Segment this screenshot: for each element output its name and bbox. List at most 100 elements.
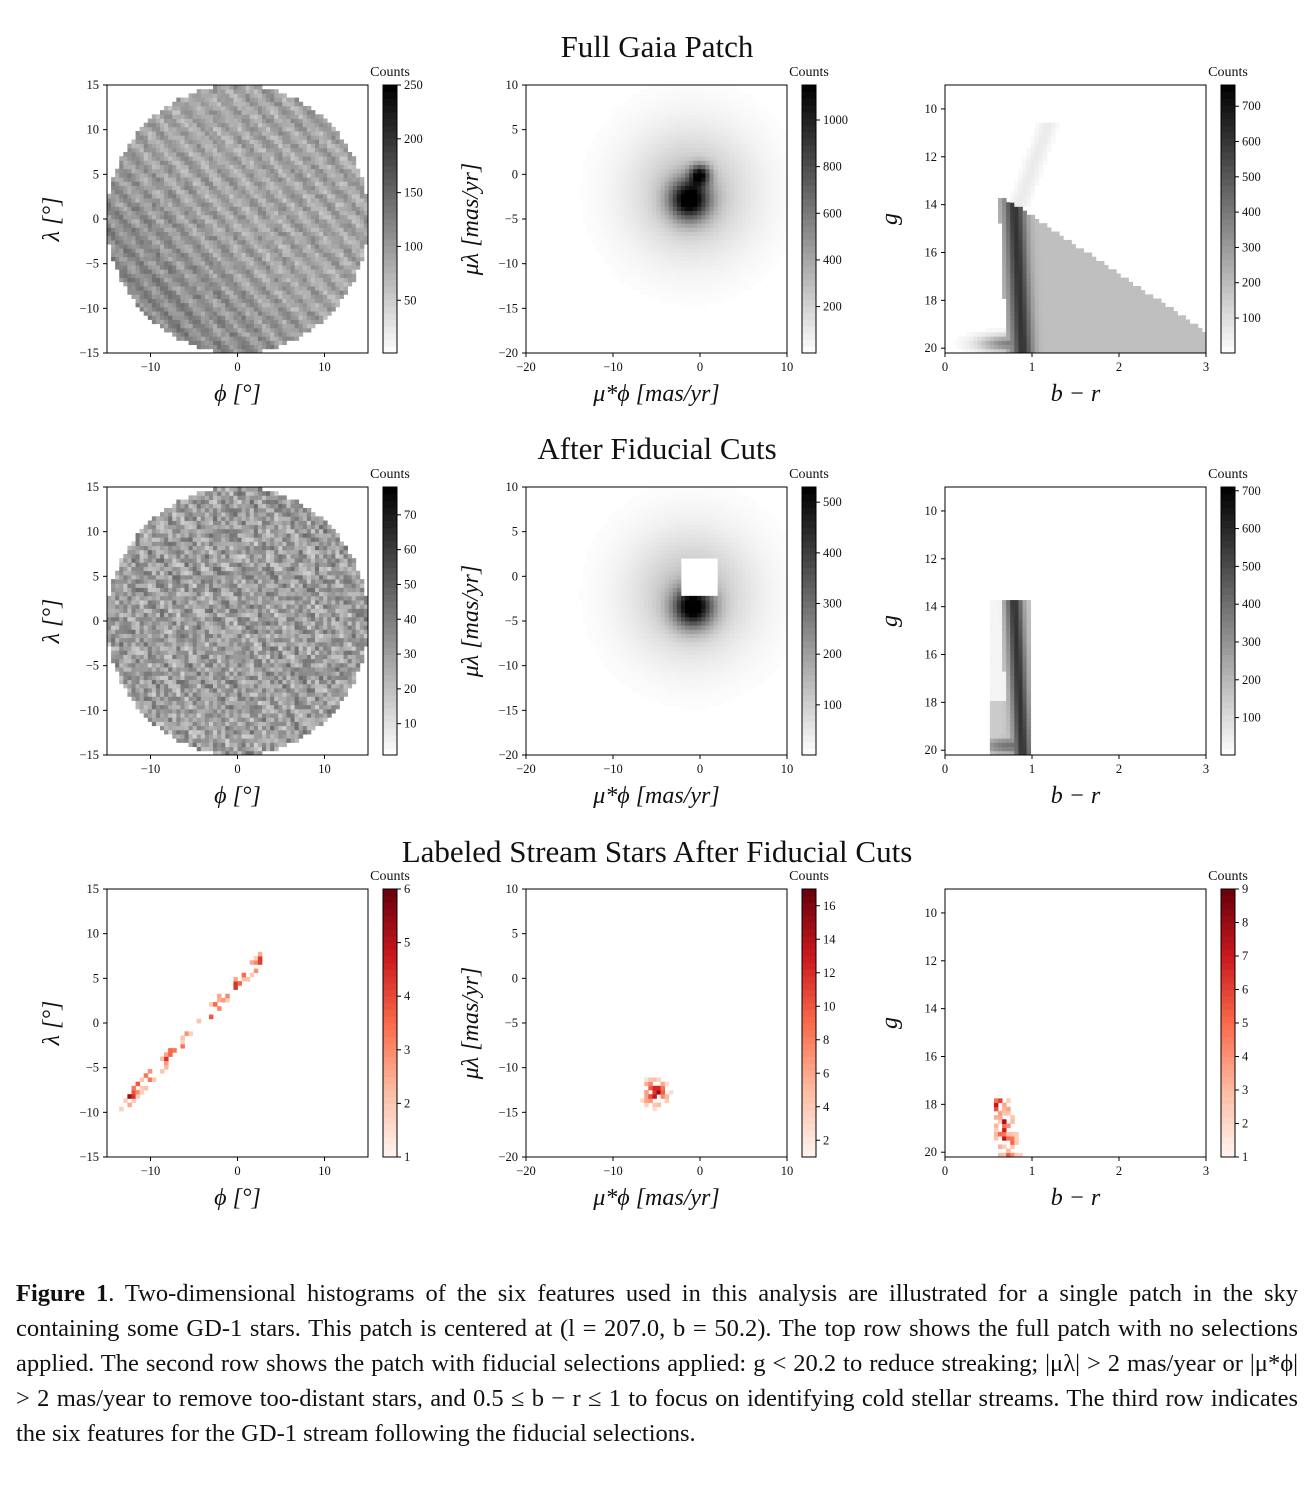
- histogram-cell: [208, 294, 214, 299]
- histogram-cell: [221, 126, 226, 132]
- histogram-cell: [680, 168, 686, 174]
- histogram-cell: [188, 244, 194, 249]
- histogram-cell: [213, 260, 218, 266]
- histogram-cell: [270, 152, 275, 157]
- histogram-cell: [176, 223, 181, 228]
- histogram-cell: [343, 202, 349, 207]
- histogram-cell: [672, 181, 678, 186]
- histogram-cell: [225, 131, 230, 136]
- histogram-cell: [595, 198, 600, 203]
- histogram-cell: [725, 277, 731, 283]
- histogram-cell: [286, 323, 291, 329]
- histogram-cell: [286, 227, 291, 232]
- histogram-cell: [314, 193, 320, 199]
- histogram-cell: [217, 101, 222, 107]
- histogram-cell: [355, 185, 361, 191]
- histogram-cell: [306, 315, 312, 320]
- histogram-cell: [184, 336, 189, 341]
- histogram-cell: [229, 147, 234, 153]
- histogram-cell: [172, 193, 177, 199]
- histogram-cell: [619, 185, 625, 191]
- histogram-cell: [294, 327, 300, 333]
- histogram-cell: [619, 172, 625, 178]
- histogram-cell: [266, 193, 271, 199]
- histogram-cell: [310, 244, 316, 249]
- histogram-cell: [644, 227, 649, 232]
- histogram-cell: [225, 336, 230, 341]
- histogram-cell: [257, 344, 263, 350]
- histogram-cell: [705, 265, 710, 270]
- colorbar-segment: [383, 265, 397, 274]
- histogram-cell: [192, 122, 198, 128]
- histogram-cell: [241, 139, 247, 145]
- histogram-cell: [196, 198, 202, 203]
- histogram-cell: [180, 298, 185, 304]
- histogram-cell: [290, 126, 295, 132]
- histogram-cell: [583, 206, 588, 212]
- histogram-cell: [147, 252, 153, 258]
- histogram-cell: [302, 147, 308, 153]
- histogram-cell: [249, 290, 255, 295]
- histogram-cell: [221, 97, 226, 103]
- histogram-cell: [257, 139, 263, 145]
- histogram-cell: [204, 227, 210, 232]
- histogram-cell: [160, 319, 165, 325]
- histogram-cell: [319, 193, 324, 199]
- histogram-cell: [587, 181, 592, 186]
- histogram-cell: [306, 110, 312, 115]
- histogram-cell: [208, 131, 214, 136]
- histogram-cell: [668, 231, 674, 237]
- histogram-cell: [343, 239, 349, 245]
- histogram-cell: [225, 332, 230, 337]
- histogram-cell: [640, 265, 645, 270]
- histogram-cell: [705, 235, 710, 241]
- histogram-cell: [310, 235, 316, 241]
- histogram-cell: [664, 227, 670, 232]
- histogram-cell: [697, 223, 702, 228]
- histogram-cell: [319, 286, 324, 291]
- histogram-cell: [200, 336, 206, 341]
- histogram-cell: [131, 252, 136, 258]
- histogram-cell: [266, 147, 271, 153]
- histogram-cell: [603, 239, 608, 245]
- histogram-cell: [245, 231, 251, 237]
- histogram-cell: [298, 227, 304, 232]
- histogram-cell: [656, 269, 661, 274]
- histogram-cell: [261, 147, 267, 153]
- histogram-cell: [237, 185, 242, 191]
- histogram-cell: [672, 101, 678, 107]
- histogram-cell: [685, 231, 690, 237]
- histogram-cell: [225, 311, 230, 316]
- histogram-cell: [290, 231, 295, 237]
- histogram-cell: [599, 235, 604, 241]
- colorbar-segment: [383, 279, 397, 287]
- histogram-cell: [253, 139, 259, 145]
- histogram-cell: [196, 189, 202, 195]
- histogram-cell: [168, 143, 173, 149]
- histogram-cell: [680, 210, 686, 216]
- histogram-cell: [623, 231, 629, 237]
- histogram-cell: [229, 139, 234, 145]
- histogram-cell: [147, 126, 153, 132]
- histogram-cell: [709, 168, 714, 174]
- histogram-cell: [139, 147, 145, 153]
- histogram-cell: [640, 147, 645, 153]
- histogram-cell: [656, 227, 661, 232]
- histogram-cell: [200, 227, 206, 232]
- histogram-cell: [705, 256, 710, 262]
- histogram-cell: [266, 231, 271, 237]
- histogram-cell: [648, 294, 653, 299]
- histogram-cell: [648, 198, 653, 203]
- histogram-cell: [680, 256, 686, 262]
- histogram-cell: [615, 273, 621, 279]
- histogram-cell: [229, 231, 234, 237]
- histogram-cell: [123, 164, 128, 170]
- histogram-cell: [270, 93, 275, 98]
- histogram-cell: [310, 223, 316, 228]
- histogram-cell: [147, 239, 153, 245]
- histogram-cell: [319, 244, 324, 249]
- histogram-cell: [184, 122, 189, 128]
- histogram-cell: [257, 227, 263, 232]
- histogram-cell: [180, 147, 185, 153]
- histogram-cell: [668, 152, 674, 157]
